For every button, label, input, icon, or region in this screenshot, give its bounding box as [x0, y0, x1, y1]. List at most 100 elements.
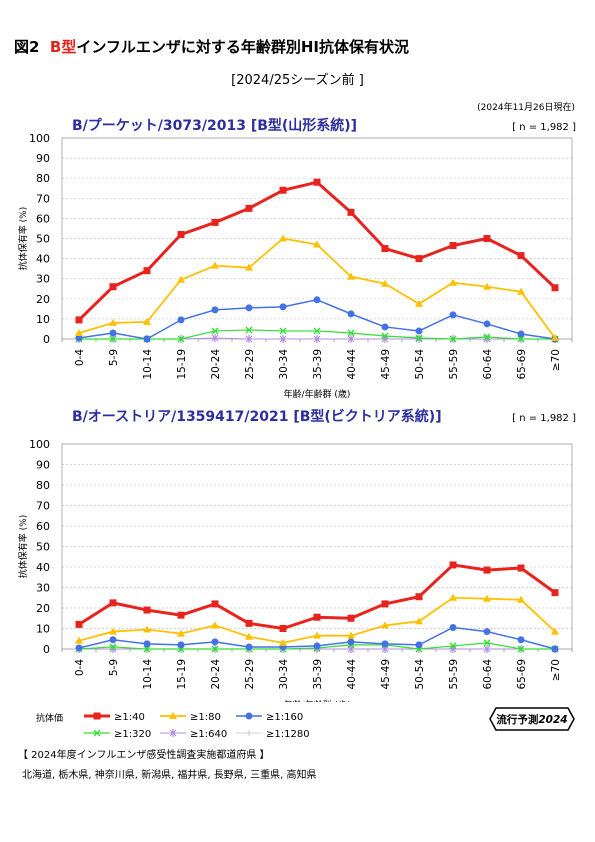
y-tick-label: 10	[36, 313, 50, 326]
y-tick-label: 80	[36, 172, 50, 185]
y-tick-label: 20	[36, 602, 50, 615]
data-point	[313, 240, 321, 248]
x-tick-label: 35-39	[312, 349, 324, 380]
data-point	[483, 594, 491, 602]
series-group	[75, 296, 559, 343]
x-tick-label: 45-49	[380, 659, 392, 690]
data-point	[75, 636, 83, 644]
data-point	[449, 561, 457, 569]
data-point	[75, 328, 83, 336]
data-point	[109, 636, 117, 644]
data-point	[347, 614, 355, 622]
data-point	[347, 310, 355, 318]
legend-item: ≥1:640	[160, 729, 227, 740]
data-point	[381, 600, 389, 608]
data-point	[347, 272, 355, 280]
sample-size: [ n = 1,982 ]	[512, 122, 576, 133]
x-tick-label: 15-19	[176, 349, 188, 380]
data-point	[347, 638, 355, 646]
data-point	[279, 186, 287, 194]
data-point	[143, 645, 151, 653]
data-point	[381, 323, 389, 331]
data-point	[211, 600, 219, 608]
data-point	[517, 595, 525, 603]
chart-yamagata: B/プーケット/3073/2013 [B型(山形系統)] [ n = 1,982 …	[17, 117, 576, 400]
data-point	[313, 631, 321, 639]
data-point	[517, 330, 525, 338]
legend-item: ≥1:320	[84, 729, 151, 740]
data-point	[109, 627, 117, 635]
data-point	[483, 566, 491, 574]
legend-marker	[169, 712, 177, 719]
y-tick-label: 70	[36, 500, 50, 513]
data-point	[415, 334, 423, 342]
y-axis-label: 抗体保有率 (%)	[17, 207, 29, 270]
legend-text: ≥1:1280	[266, 729, 310, 740]
legend: 抗体価 ≥1:40 ≥1:80 ≥1:160 ≥1:320 ≥1:640 ≥1:1280 流行…	[36, 707, 575, 740]
x-tick-label: 10-14	[142, 659, 154, 690]
data-point	[483, 282, 491, 290]
series-group	[75, 234, 559, 341]
data-point	[279, 638, 287, 646]
data-point	[245, 326, 253, 334]
data-point	[347, 335, 355, 343]
data-point	[279, 234, 287, 242]
x-tick-label: 0-4	[74, 349, 86, 366]
data-point	[483, 639, 491, 647]
data-point	[177, 629, 185, 637]
chart-title: B/プーケット/3073/2013 [B型(山形系統)]	[72, 117, 357, 134]
survey-title: 【 2024年度インフルエンザ感受性調査実施都道府県 】	[18, 750, 270, 761]
data-point	[381, 279, 389, 287]
forecast-badge: 流行予測2024	[489, 707, 575, 731]
x-tick-label: 30-34	[278, 659, 290, 690]
legend-marker	[169, 729, 177, 737]
data-point	[245, 263, 253, 271]
data-point	[245, 204, 253, 212]
data-point	[313, 327, 321, 335]
x-tick-label: 65-69	[516, 659, 528, 690]
x-tick-label: 50-54	[414, 659, 426, 690]
data-point	[177, 230, 185, 238]
chart-victoria: B/オーストリア/1359417/2021 [B型(ビクトリア系統)] [ n =…	[17, 408, 576, 702]
data-point	[415, 593, 423, 601]
data-point	[551, 627, 559, 635]
data-point	[517, 636, 525, 644]
x-tick-label: 15-19	[176, 659, 188, 690]
y-tick-label: 40	[36, 253, 50, 266]
series-group	[75, 623, 559, 653]
data-point	[245, 619, 253, 627]
data-point	[449, 311, 457, 319]
data-point	[517, 252, 525, 260]
legend-text: ≥1:640	[190, 729, 227, 740]
as-of-date: (2024年11月26日現在)	[477, 103, 575, 113]
x-tick-label: ≥70	[550, 659, 562, 681]
data-point	[211, 645, 219, 653]
data-point	[211, 218, 219, 226]
data-point	[279, 335, 287, 343]
x-tick-label: 30-34	[278, 349, 290, 380]
data-point	[177, 611, 185, 619]
x-tick-label: 40-44	[346, 659, 358, 690]
data-point	[483, 235, 491, 242]
data-point	[109, 283, 117, 291]
data-point	[415, 255, 423, 263]
data-point	[551, 589, 559, 597]
legend-item: ≥1:80	[160, 712, 221, 723]
x-tick-label: 35-39	[312, 659, 324, 690]
x-tick-label: 50-54	[414, 349, 426, 380]
legend-item: ≥1:160	[236, 712, 303, 723]
data-point	[517, 564, 525, 572]
data-point	[415, 299, 423, 307]
y-tick-label: 30	[36, 273, 50, 286]
data-point	[313, 613, 321, 621]
chart-title: B/オーストリア/1359417/2021 [B型(ビクトリア系統)]	[72, 408, 442, 425]
data-point	[245, 304, 253, 312]
legend-text: ≥1:40	[114, 712, 145, 723]
figure-number: 図2	[14, 38, 40, 56]
y-tick-label: 0	[43, 333, 50, 346]
y-tick-label: 70	[36, 192, 50, 205]
x-tick-label: 60-64	[482, 349, 494, 380]
badge-frame	[489, 707, 575, 731]
badge-label: 流行予測	[496, 713, 538, 726]
data-point	[211, 638, 219, 646]
